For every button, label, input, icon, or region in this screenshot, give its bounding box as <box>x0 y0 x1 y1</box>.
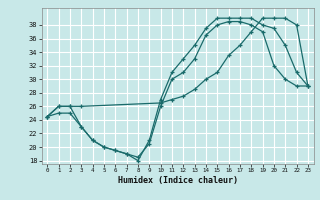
X-axis label: Humidex (Indice chaleur): Humidex (Indice chaleur) <box>118 176 237 185</box>
